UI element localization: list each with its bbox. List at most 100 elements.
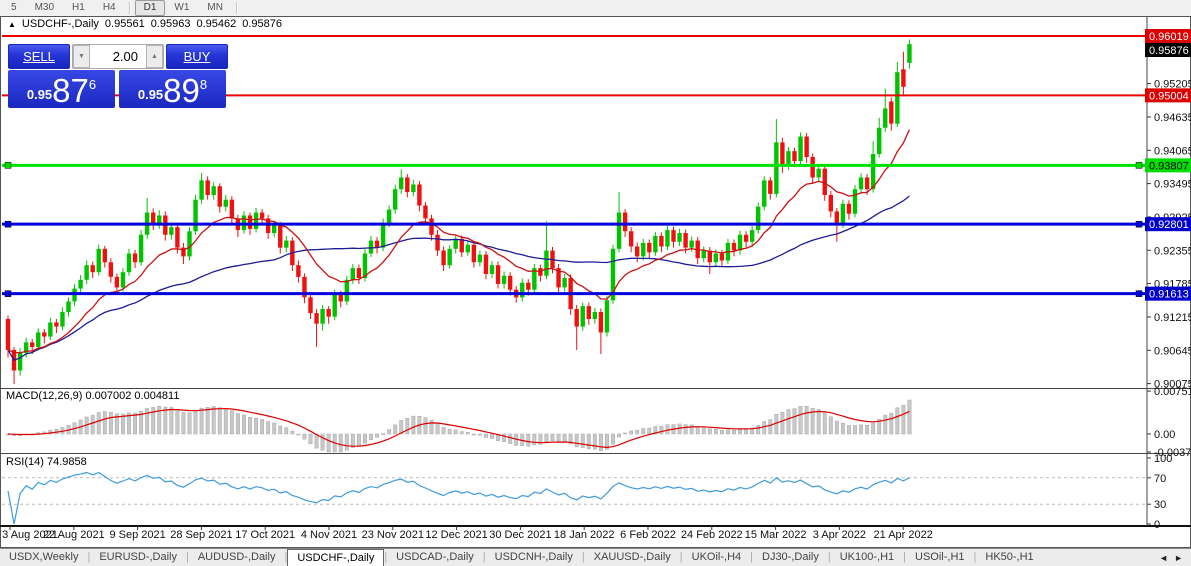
ohlc-high: 0.95963 <box>150 18 191 30</box>
ohlc-open: 0.95561 <box>104 18 145 30</box>
level-handle[interactable] <box>4 220 12 228</box>
volume-stepper: ▼ 2.00 ▲ <box>72 44 164 69</box>
tab-separator: | <box>185 551 189 563</box>
horizontal-levels-layer[interactable] <box>2 35 1147 297</box>
volume-decrease-button[interactable]: ▼ <box>73 45 90 68</box>
chart-title: ▲ USDCHF-,Daily 0.95561 0.95963 0.95462 … <box>8 18 282 30</box>
chart-tab[interactable]: USDCNH-,Daily <box>494 551 573 563</box>
tab-separator: | <box>679 551 683 563</box>
price-axis-tick: 0.94065 <box>1154 145 1191 157</box>
price-axis-tick: 0.90645 <box>1154 345 1191 357</box>
date-axis-tick: 3 Apr 2022 <box>813 529 866 541</box>
candles-layer <box>5 39 912 384</box>
date-axis-tick: 21 Apr 2022 <box>874 529 933 541</box>
price-axis-tick: 0.94635 <box>1154 112 1191 124</box>
macd-axis-tick: 0.00 <box>1154 429 1175 441</box>
chart-tab[interactable]: UK100-,H1 <box>839 551 895 563</box>
buy-price-display[interactable]: 0.95 89 8 <box>119 70 226 108</box>
level-handle[interactable] <box>4 290 12 297</box>
date-axis-tick: 12 Dec 2021 <box>425 529 487 541</box>
level-handle[interactable] <box>1135 290 1143 297</box>
chart-tab[interactable]: USDX,Weekly <box>9 551 79 563</box>
timeframe-button-MN[interactable]: MN <box>207 2 223 13</box>
ohlc-low: 0.95462 <box>196 18 237 30</box>
date-axis-tick: 3 Aug 2021 <box>2 529 58 541</box>
date-axis-tick: 22 Aug 2021 <box>43 529 105 541</box>
timeframe-button-H4[interactable]: H4 <box>102 2 116 13</box>
price-axis-tick: 0.93495 <box>1154 179 1191 191</box>
rsi-label: RSI(14) 74.9858 <box>6 456 87 468</box>
tab-separator: | <box>87 551 91 563</box>
date-axis-tick: 4 Nov 2021 <box>301 529 357 541</box>
tabs-scroll-left-button[interactable]: ◄ <box>1159 553 1169 563</box>
timeframe-button-H1[interactable]: H1 <box>72 2 85 13</box>
sell-price-base: 0.95 <box>26 87 53 102</box>
price-badge <box>1145 158 1191 173</box>
chart-tab[interactable]: EURUSD-,Daily <box>99 551 177 563</box>
symbol-marker-icon: ▲ <box>8 19 16 29</box>
buy-price-pip: 8 <box>199 77 208 92</box>
timeframe-toolbar: 5 M30 H1 H4 D1 W1 MN <box>0 0 1191 16</box>
sell-price-big: 87 <box>52 72 89 109</box>
date-axis-tick: 15 Mar 2022 <box>745 529 807 541</box>
price-badge <box>1145 88 1191 103</box>
tab-separator: | <box>903 551 906 563</box>
date-axis-tick: 28 Sep 2021 <box>170 529 232 541</box>
chart-tab[interactable]: USDCAD-,Daily <box>396 551 474 563</box>
macd-axis-tick: -0.00373 <box>1154 447 1191 459</box>
timeframe-button-W1[interactable]: W1 <box>174 2 190 13</box>
tab-separator: | <box>384 551 388 563</box>
date-axis-tick: 24 Feb 2022 <box>681 529 743 541</box>
rsi-axis-tick: 100 <box>1154 453 1172 465</box>
chart-tab[interactable]: USOil-,H1 <box>915 551 965 563</box>
price-axis-tick: 0.90075 <box>1154 379 1191 391</box>
timeframe-button-D1[interactable]: D1 <box>134 0 166 16</box>
tab-separator: | <box>581 551 585 563</box>
level-handle[interactable] <box>4 162 12 169</box>
sell-button[interactable]: SELL <box>8 44 70 69</box>
price-badge <box>1145 217 1191 232</box>
macd-label: MACD(12,26,9) 0.007002 0.004811 <box>6 390 179 402</box>
chart-tab[interactable]: HK50-,H1 <box>985 551 1034 563</box>
rsi-axis-tick: 30 <box>1154 499 1166 511</box>
tabs-scroll-right-button[interactable]: ► <box>1174 553 1183 563</box>
date-axis-tick: 17 Oct 2021 <box>235 529 295 541</box>
volume-field[interactable]: 2.00 <box>112 49 138 64</box>
moving-averages-layer <box>7 129 910 362</box>
volume-increase-button[interactable]: ▲ <box>146 45 163 68</box>
price-badge-value: 0.95876 <box>1149 45 1189 57</box>
tab-separator: | <box>482 551 486 563</box>
macd-axis-tick: 0.007514 <box>1154 386 1191 398</box>
date-axis-tick: 6 Feb 2022 <box>620 529 676 541</box>
price-axis-tick: 0.95205 <box>1154 79 1191 91</box>
date-axis-tick: 18 Jan 2022 <box>554 529 615 541</box>
toolbar-separator <box>128 2 131 14</box>
tab-separator: | <box>973 551 977 563</box>
timeframe-button-5[interactable]: 5 <box>11 2 17 13</box>
tab-separator: | <box>284 551 288 563</box>
price-badge-value: 0.91613 <box>1149 289 1189 301</box>
buy-button[interactable]: BUY <box>166 44 228 69</box>
chart-tab[interactable]: USDCHF-,Daily <box>287 549 385 566</box>
rsi-axis-tick: 70 <box>1154 473 1166 485</box>
chart-tab-bar: USDX,Weekly | EURUSD-,Daily | AUDUSD-,Daily |… <box>0 548 1191 566</box>
chart-tab[interactable]: AUDUSD-,Daily <box>197 551 276 563</box>
tab-separator: | <box>750 551 753 563</box>
chart-tab[interactable]: UKOil-,H4 <box>691 551 742 563</box>
timeframe-button-M30[interactable]: M30 <box>34 2 55 13</box>
sell-price-pip: 6 <box>88 77 97 92</box>
price-axis-tick: 0.91215 <box>1154 312 1191 324</box>
price-badge-value: 0.96019 <box>1149 31 1189 43</box>
date-axis-tick: 30 Dec 2021 <box>489 529 551 541</box>
toolbar-separator <box>235 2 238 14</box>
one-click-trading-panel: SELL ▼ 2.00 ▲ BUY 0.95 87 6 0.95 89 8 <box>8 44 228 108</box>
date-axis-tick: 9 Sep 2021 <box>109 529 165 541</box>
level-handle[interactable] <box>1135 220 1143 228</box>
level-handle[interactable] <box>1135 162 1143 169</box>
sell-price-display[interactable]: 0.95 87 6 <box>8 70 115 108</box>
chart-tab[interactable]: XAUUSD-,Daily <box>593 551 671 563</box>
chart-tab[interactable]: DJ30-,Daily <box>762 551 819 563</box>
chart-symbol-label: USDCHF-,Daily <box>21 18 99 30</box>
macd-panel: MACD(12,26,9) 0.007002 0.004811 0.007514 0… <box>6 386 1191 459</box>
